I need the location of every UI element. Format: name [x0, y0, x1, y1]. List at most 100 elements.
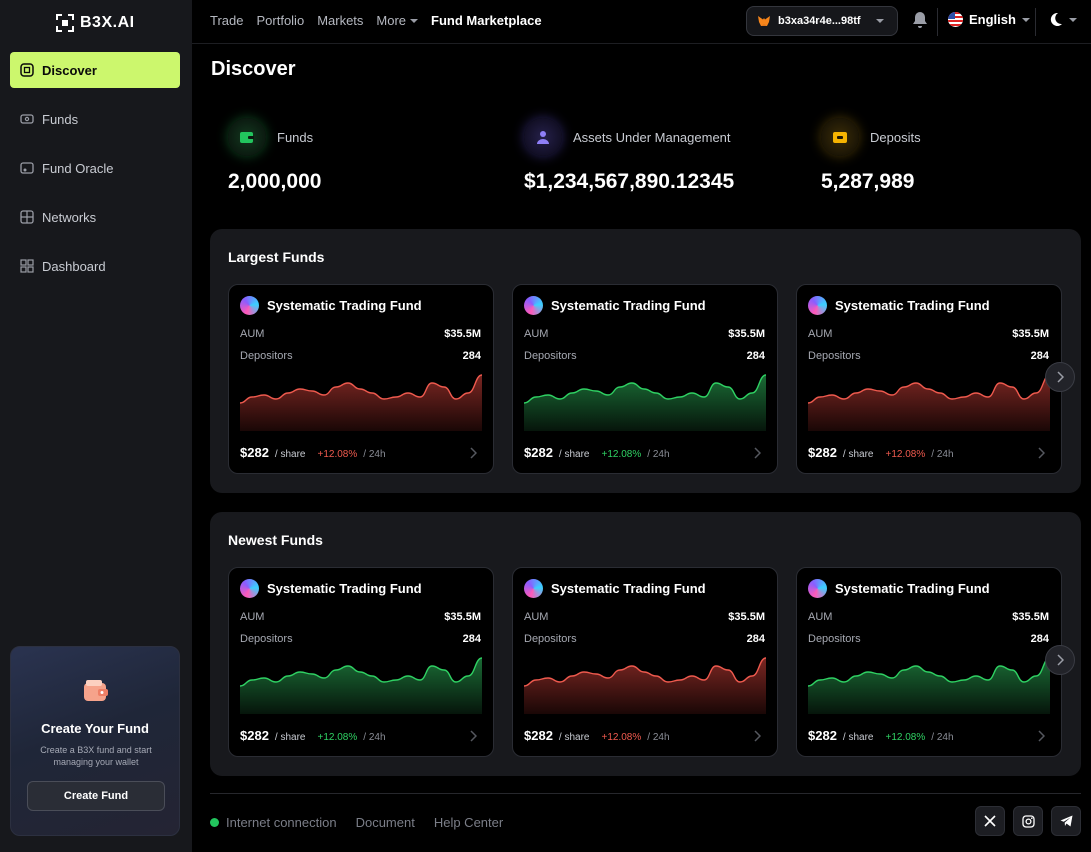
chevron-right-icon[interactable] — [469, 447, 477, 459]
x-icon — [984, 815, 996, 827]
aum-label: AUM — [808, 611, 833, 623]
sidebar: B3X.AI Discover Funds Fund Oracle Networ… — [0, 0, 192, 852]
chevron-right-icon[interactable] — [1037, 447, 1045, 459]
user-icon — [537, 131, 549, 144]
fund-card[interactable]: Systematic Trading Fund AUM $35.5M Depos… — [512, 284, 778, 474]
stat-funds: Funds 2,000,000 — [228, 118, 321, 193]
instagram-button[interactable] — [1013, 806, 1043, 836]
scroll-right-button[interactable] — [1045, 362, 1075, 392]
depositors-row: Depositors 284 — [524, 633, 765, 645]
fund-card[interactable]: Systematic Trading Fund AUM $35.5M Depos… — [796, 284, 1062, 474]
sidebar-item-dashboard[interactable]: Dashboard — [10, 248, 180, 284]
depositors-row: Depositors 284 — [808, 633, 1049, 645]
funds-icon — [20, 114, 34, 124]
price-sparkline — [524, 374, 766, 431]
stat-value: 5,287,989 — [821, 170, 915, 193]
chevron-right-icon[interactable] — [469, 730, 477, 742]
fund-card-footer: $282 / share +12.08% / 24h — [808, 445, 954, 460]
fund-card-header: Systematic Trading Fund — [240, 579, 422, 598]
theme-toggle[interactable] — [1048, 12, 1077, 27]
depositors-row: Depositors 284 — [240, 350, 481, 362]
price-change: +12.08% — [601, 732, 642, 743]
price-change: +12.08% — [885, 449, 926, 460]
footer-link-document[interactable]: Document — [355, 815, 415, 830]
aum-value: $35.5M — [728, 611, 765, 623]
aum-label: AUM — [524, 611, 549, 623]
wallet-selector[interactable]: b3xa34r4e...98tf — [746, 6, 898, 36]
create-fund-button[interactable]: Create Fund — [27, 781, 165, 811]
page-title: Discover — [211, 58, 296, 80]
fund-name: Systematic Trading Fund — [551, 298, 706, 313]
price-change: +12.08% — [317, 449, 358, 460]
depositors-label: Depositors — [524, 633, 577, 645]
telegram-button[interactable] — [1051, 806, 1081, 836]
sidebar-item-networks[interactable]: Networks — [10, 199, 180, 235]
fund-card[interactable]: Systematic Trading Fund AUM $35.5M Depos… — [228, 284, 494, 474]
aum-stat-icon-wrap — [524, 118, 562, 156]
sidebar-item-discover[interactable]: Discover — [10, 52, 180, 88]
footer: Internet connection Document Help Center — [210, 793, 1081, 852]
stat-label: Deposits — [870, 130, 921, 145]
nav-markets[interactable]: Markets — [317, 13, 364, 28]
per-share-label: / share — [274, 449, 306, 460]
nav-trade[interactable]: Trade — [210, 13, 244, 28]
sidebar-item-funds[interactable]: Funds — [10, 101, 180, 137]
discover-icon — [20, 63, 34, 77]
share-price: $282 — [808, 728, 837, 743]
funds-stat-icon-wrap — [228, 118, 266, 156]
depositors-value: 284 — [462, 633, 481, 645]
stat-label: Assets Under Management — [573, 130, 731, 145]
connection-status-label: Internet connection — [226, 815, 337, 830]
section-newest-funds: Newest Funds Systematic Trading Fund AUM… — [210, 512, 1081, 776]
aum-label: AUM — [240, 611, 265, 623]
stat-aum: Assets Under Management $1,234,567,890.1… — [524, 118, 734, 193]
telegram-icon — [1060, 815, 1072, 827]
chevron-right-icon[interactable] — [1037, 730, 1045, 742]
fund-card[interactable]: Systematic Trading Fund AUM $35.5M Depos… — [512, 567, 778, 757]
aum-value: $35.5M — [1012, 328, 1049, 340]
deposits-stat-icon-wrap — [821, 118, 859, 156]
footer-links: Internet connection Document Help Center — [210, 815, 503, 830]
price-sparkline — [524, 657, 766, 714]
language-label: English — [969, 12, 1016, 27]
fund-logo-icon — [808, 579, 827, 598]
sidebar-item-label: Funds — [42, 111, 79, 127]
scroll-right-button[interactable] — [1045, 645, 1075, 675]
x-button[interactable] — [975, 806, 1005, 836]
change-period: / 24h — [931, 449, 954, 460]
stat-label: Funds — [277, 130, 314, 145]
fund-card[interactable]: Systematic Trading Fund AUM $35.5M Depos… — [228, 567, 494, 757]
change-period: / 24h — [363, 732, 386, 743]
status-dot — [210, 818, 219, 827]
change-period: / 24h — [647, 732, 670, 743]
per-share-label: / share — [558, 449, 590, 460]
fund-card[interactable]: Systematic Trading Fund AUM $35.5M Depos… — [796, 567, 1062, 757]
depositors-label: Depositors — [524, 350, 577, 362]
nav-more[interactable]: More — [376, 13, 419, 28]
fund-card-footer: $282 / share +12.08% / 24h — [808, 728, 954, 743]
language-selector[interactable]: English — [948, 12, 1030, 27]
fund-card-header: Systematic Trading Fund — [808, 296, 990, 315]
nav-fund-marketplace[interactable]: Fund Marketplace — [431, 13, 542, 28]
bell-icon[interactable] — [912, 11, 928, 29]
price-change: +12.08% — [885, 732, 926, 743]
chevron-right-icon[interactable] — [753, 447, 761, 459]
sidebar-item-label: Discover — [42, 62, 97, 78]
fund-name: Systematic Trading Fund — [835, 581, 990, 596]
footer-link-help-center[interactable]: Help Center — [433, 815, 504, 830]
section-largest-funds: Largest Funds Systematic Trading Fund AU… — [210, 229, 1081, 493]
logo-icon — [56, 14, 74, 32]
nav-portfolio[interactable]: Portfolio — [256, 13, 305, 28]
section-title: Largest Funds — [228, 249, 325, 265]
metamask-icon — [758, 16, 770, 26]
share-price: $282 — [524, 728, 553, 743]
price-change: +12.08% — [317, 732, 358, 743]
depositors-label: Depositors — [240, 633, 293, 645]
sidebar-item-fund-oracle[interactable]: Fund Oracle — [10, 150, 180, 186]
fund-logo-icon — [808, 296, 827, 315]
topbar: Trade Portfolio Markets More Fund Market… — [192, 0, 1091, 44]
chevron-right-icon[interactable] — [753, 730, 761, 742]
fund-name: Systematic Trading Fund — [551, 581, 706, 596]
logo[interactable]: B3X.AI — [56, 14, 135, 32]
fund-cards: Systematic Trading Fund AUM $35.5M Depos… — [228, 284, 1062, 474]
